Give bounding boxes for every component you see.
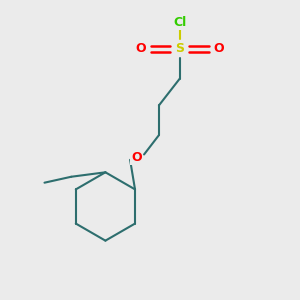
Text: Cl: Cl	[173, 16, 186, 29]
Text: S: S	[175, 42, 184, 56]
Text: O: O	[213, 42, 224, 56]
Text: O: O	[131, 151, 142, 164]
Text: O: O	[136, 42, 146, 56]
